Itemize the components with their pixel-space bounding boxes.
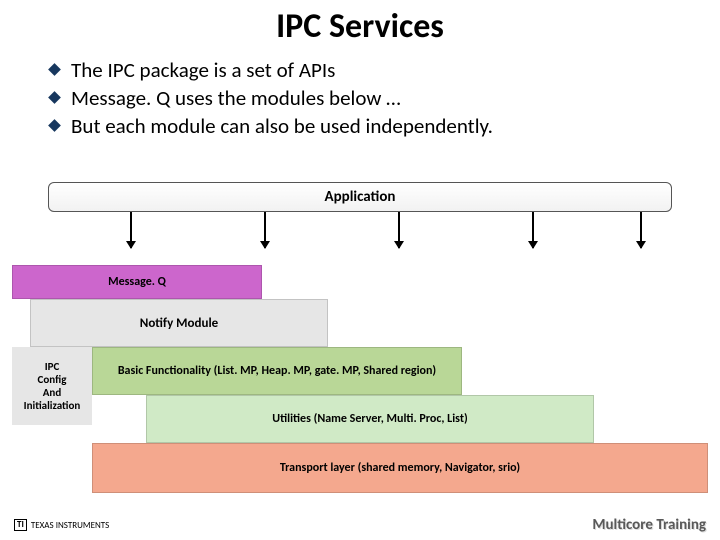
layer-box: Transport layer (shared memory, Navigato… [92,443,708,493]
diamond-icon [48,63,61,76]
application-box: Application [48,182,672,212]
bullet-item: But each module can also be used indepen… [50,113,720,139]
bullet-text: Message. Q uses the modules below … [71,85,401,111]
ti-company-text: TEXAS INSTRUMENTS [31,520,109,531]
sidebar-line: Initialization [24,399,81,412]
down-arrow-icon [264,212,266,248]
diamond-icon [48,91,61,104]
architecture-diagram: Application Message. QNotify ModuleBasic… [0,182,720,504]
layer-box: Message. Q [12,265,262,299]
layer-box: Notify Module [30,299,328,347]
down-arrow-icon [532,212,534,248]
slide-title: IPC Services [0,0,720,47]
application-label: Application [325,188,396,206]
sidebar-line: Config [24,373,81,386]
ipc-config-sidebar: IPC Config And Initialization [12,347,92,425]
ti-logo: TI TEXAS INSTRUMENTS [14,519,109,531]
slide: IPC Services The IPC package is a set of… [0,0,720,540]
bullet-list: The IPC package is a set of APIs Message… [0,57,720,139]
sidebar-line: IPC [24,360,81,373]
footer: TI TEXAS INSTRUMENTS Multicore Training [0,516,720,534]
bullet-text: But each module can also be used indepen… [71,113,493,139]
layer-box: Utilities (Name Server, Multi. Proc, Lis… [146,395,594,443]
sidebar-text: IPC Config And Initialization [24,360,81,413]
layer-box: Basic Functionality (List. MP, Heap. MP,… [92,347,462,395]
sidebar-line: And [24,386,81,399]
ti-mark-icon: TI [14,519,27,531]
down-arrow-icon [130,212,132,248]
footer-right-text: Multicore Training [592,516,706,534]
down-arrow-icon [398,212,400,248]
diamond-icon [48,119,61,132]
bullet-item: Message. Q uses the modules below … [50,85,720,111]
bullet-text: The IPC package is a set of APIs [71,57,335,83]
bullet-item: The IPC package is a set of APIs [50,57,720,83]
down-arrow-icon [640,212,642,248]
